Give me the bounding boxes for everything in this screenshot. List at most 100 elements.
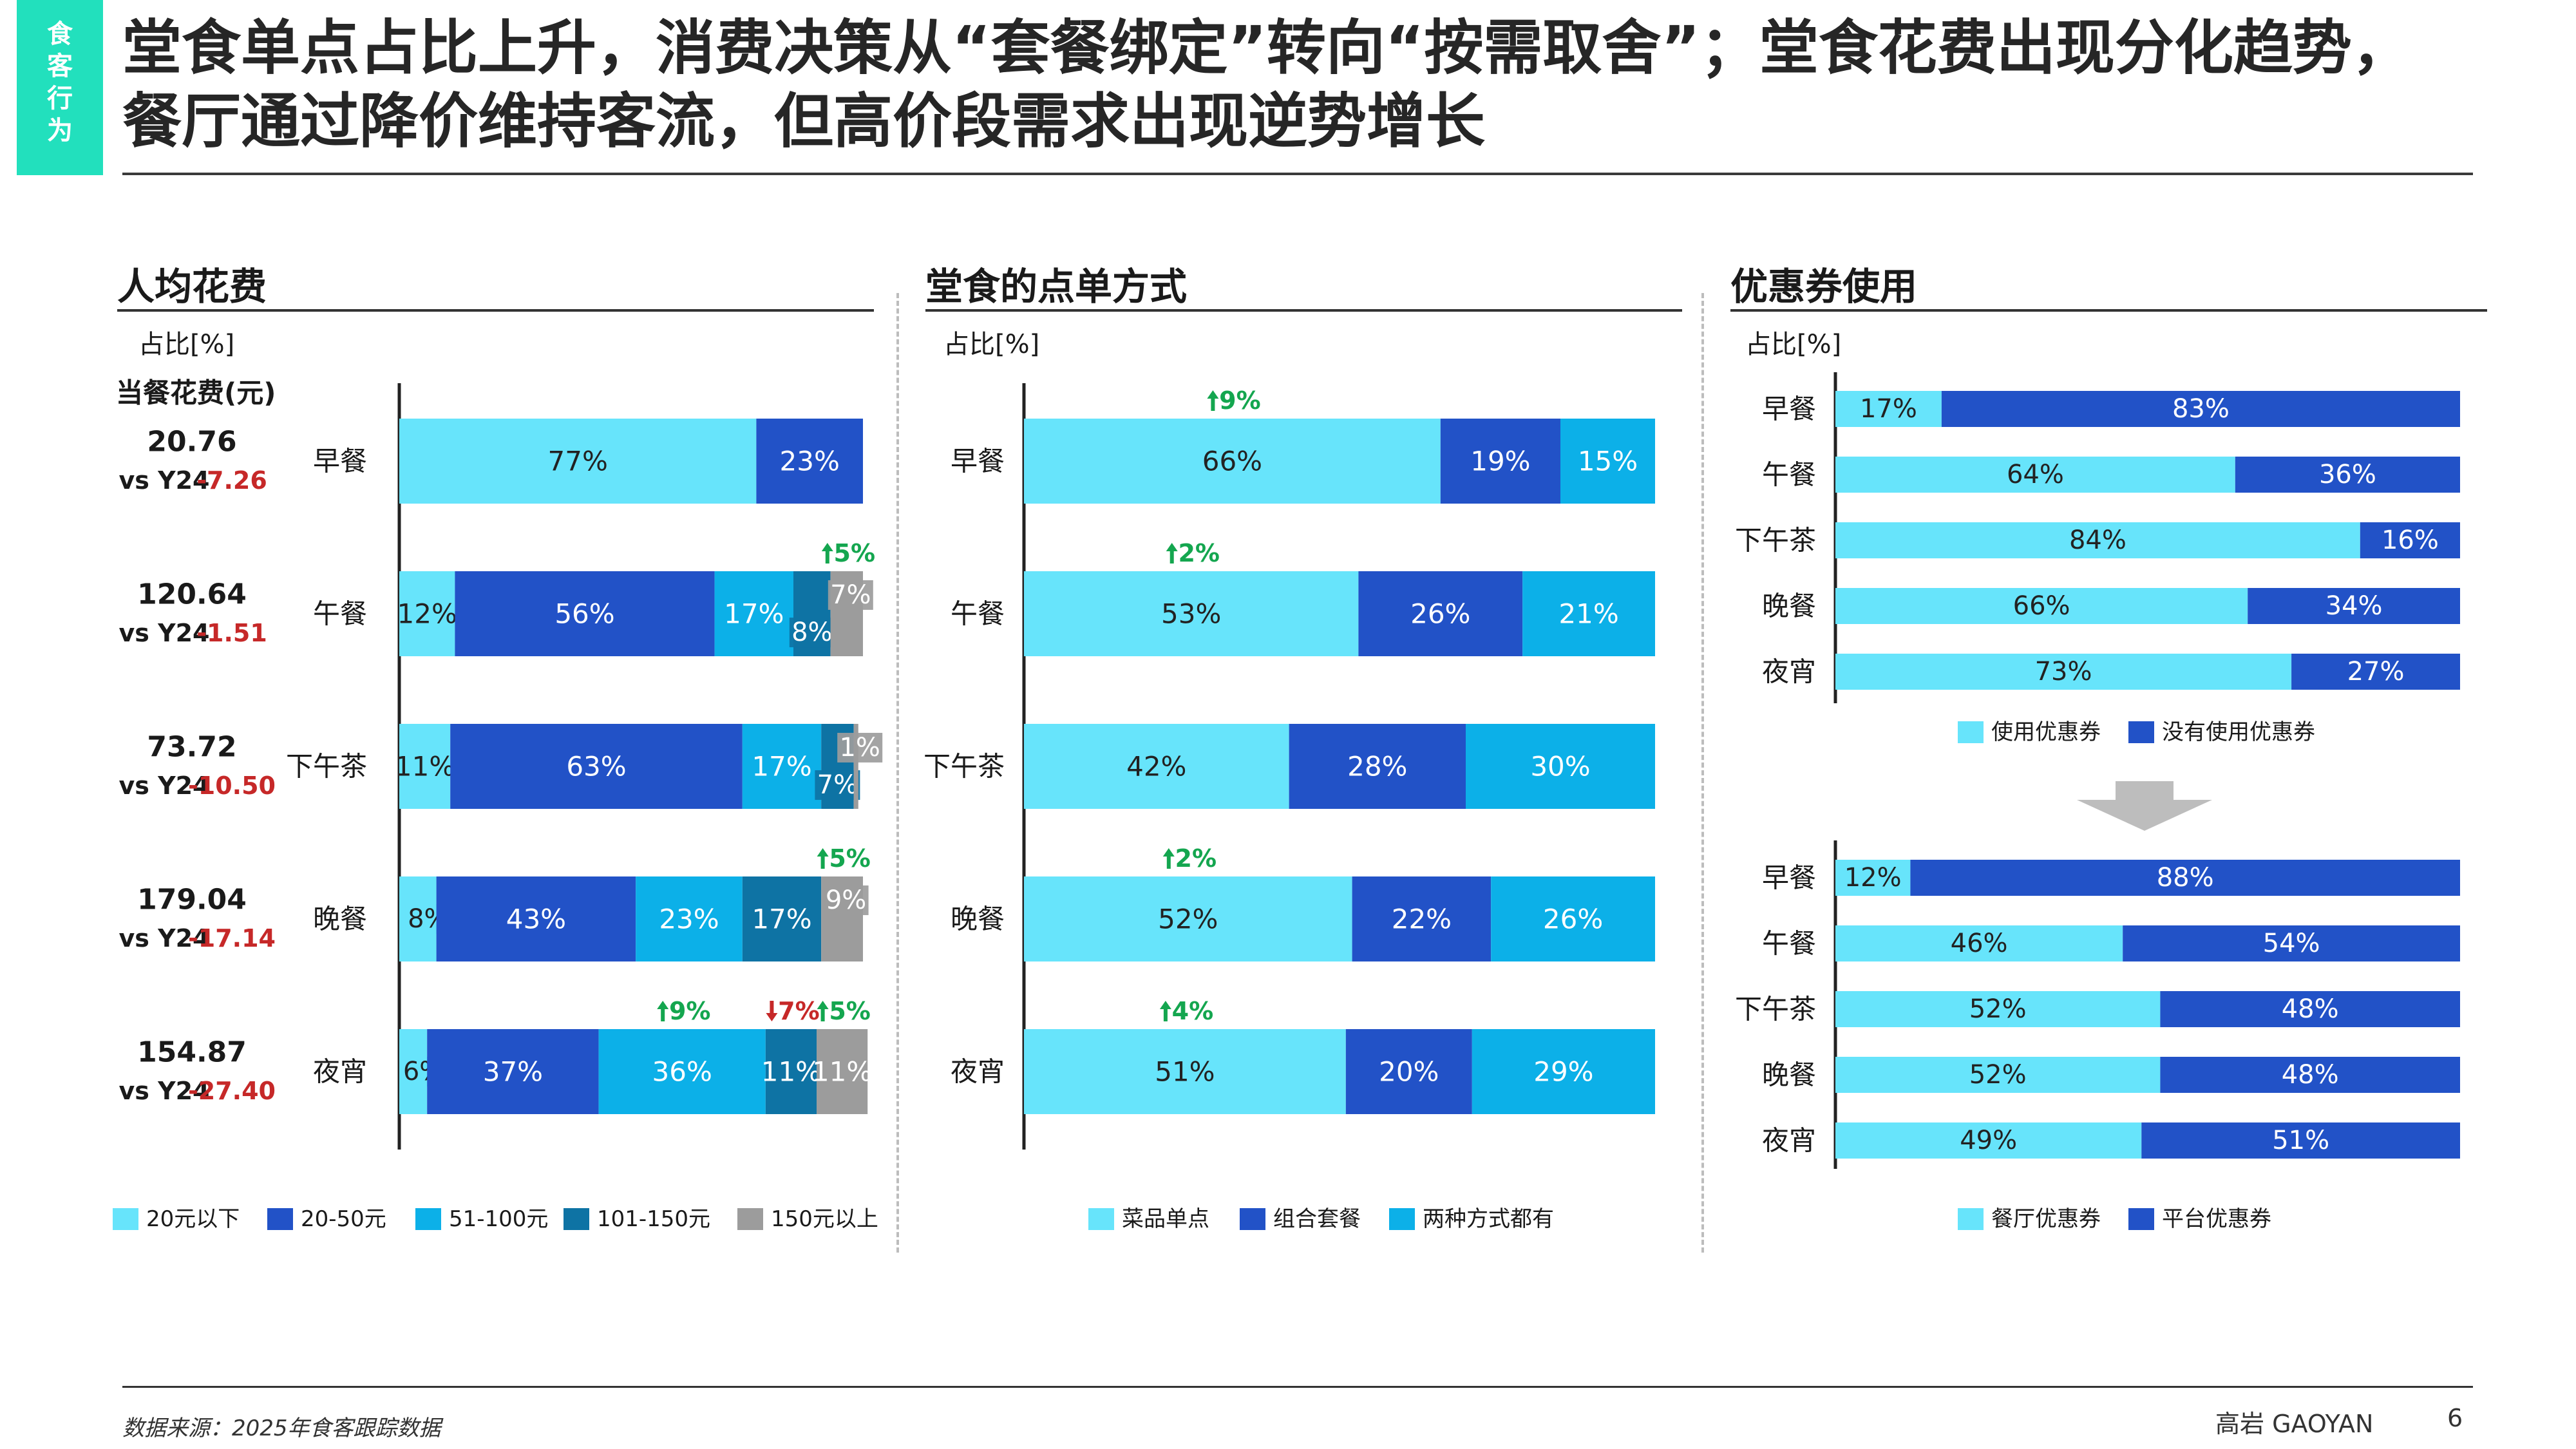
bar-segment <box>399 419 757 504</box>
legend-label: 没有使用优惠券 <box>2162 719 2315 745</box>
data-label: 66% <box>2013 591 2070 621</box>
bar-segment <box>1352 876 1492 961</box>
bar-segment <box>2123 925 2460 961</box>
data-label: 30% <box>1530 751 1590 782</box>
data-label: 16% <box>2382 526 2439 555</box>
bar-segment <box>1466 724 1655 809</box>
data-label: 37% <box>483 1056 543 1088</box>
data-label: 17% <box>1860 394 1917 424</box>
data-label: 52% <box>1158 904 1218 935</box>
spend-value: 20.76 <box>147 426 236 459</box>
legend-label: 150元以上 <box>771 1206 878 1232</box>
bar-segment <box>436 876 636 961</box>
bar-segment <box>2291 654 2460 690</box>
data-label: 11% <box>812 1056 872 1088</box>
legend-swatch <box>267 1208 293 1230</box>
bar-segment <box>1941 391 2460 427</box>
data-label: 20% <box>1379 1056 1439 1088</box>
category-label: 早餐 <box>1762 393 1816 425</box>
up-arrow-icon <box>1162 848 1175 869</box>
spend-compare-label: vs Y24 <box>118 1077 209 1105</box>
bar-segment <box>1024 876 1352 961</box>
data-label: 11% <box>761 1056 821 1088</box>
data-label: 63% <box>566 751 626 782</box>
tag-char: 行 <box>47 84 73 113</box>
category-label: 下午茶 <box>1735 525 1816 556</box>
tag-char: 为 <box>47 116 73 146</box>
legend-swatch <box>737 1208 763 1230</box>
data-label: 9% <box>826 886 866 915</box>
down-transition-arrow-icon <box>2077 800 2212 831</box>
side-header: 当餐花费(元) <box>116 377 276 409</box>
data-label: 36% <box>652 1056 712 1088</box>
bar-segment <box>427 1029 599 1114</box>
bar-segment <box>450 724 743 809</box>
section-title-spend: 人均花费 <box>117 265 267 308</box>
spend-delta: -10.50 <box>188 772 276 800</box>
data-label: 21% <box>1558 598 1618 630</box>
spend-value: 179.04 <box>137 884 247 916</box>
title-divider <box>122 173 2473 175</box>
footer-divider <box>122 1386 2473 1388</box>
legend-label: 20元以下 <box>146 1206 240 1232</box>
data-label: 28% <box>1347 751 1407 782</box>
down-transition-arrow-shaft <box>2116 781 2174 800</box>
data-label: 53% <box>1161 598 1221 630</box>
data-label: 11% <box>395 751 455 782</box>
bar-segment <box>598 1029 766 1114</box>
change-label: 5% <box>834 539 876 567</box>
section-divider-ordering <box>925 309 1682 312</box>
data-label-box <box>837 732 883 762</box>
data-label: 12% <box>1844 863 1902 893</box>
up-arrow-icon <box>821 543 833 564</box>
data-label: 52% <box>1969 1060 2027 1090</box>
bar-segment <box>2141 1122 2460 1159</box>
data-label: 17% <box>752 904 811 935</box>
bar-segment <box>636 876 743 961</box>
data-label: 1% <box>839 733 880 762</box>
data-label: 66% <box>1202 446 1262 477</box>
category-label: 午餐 <box>951 598 1005 630</box>
data-label: 15% <box>1578 446 1638 477</box>
data-label: 19% <box>1470 446 1530 477</box>
data-label: 64% <box>2007 460 2064 489</box>
bar-segment <box>1910 860 2460 896</box>
legend-label: 20-50元 <box>301 1206 386 1232</box>
category-label: 夜宵 <box>1762 656 1816 688</box>
category-label: 晚餐 <box>1762 1059 1816 1091</box>
bar-segment <box>1560 419 1655 504</box>
bar-segment <box>1835 654 2292 690</box>
category-label: 午餐 <box>1762 459 1816 491</box>
spend-compare-label: vs Y24 <box>118 466 209 495</box>
section-divider-spend <box>117 309 874 312</box>
bar-segment <box>2360 522 2460 558</box>
bar-segment <box>2160 1057 2460 1093</box>
legend-swatch <box>564 1208 589 1230</box>
bar-segment <box>1835 457 2235 493</box>
change-label: 9% <box>669 997 711 1025</box>
category-label: 早餐 <box>1762 862 1816 894</box>
change-label: 5% <box>829 997 871 1025</box>
legend-swatch <box>1958 721 1984 743</box>
page-number: 6 <box>2447 1404 2463 1432</box>
data-label: 12% <box>397 598 457 630</box>
change-label: 2% <box>1175 844 1217 873</box>
data-label: 23% <box>659 904 719 935</box>
data-label: 73% <box>2035 657 2092 687</box>
data-label-box <box>823 885 869 915</box>
category-label: 下午茶 <box>923 751 1005 782</box>
bar-segment <box>2160 991 2460 1027</box>
legend-label: 菜品单点 <box>1122 1206 1209 1232</box>
data-label: 52% <box>1969 994 2027 1024</box>
legend-swatch <box>113 1208 138 1230</box>
bar-segment <box>714 571 793 656</box>
data-label: 22% <box>1392 904 1452 935</box>
column-separator <box>896 293 899 1253</box>
bar-segment <box>1835 860 1911 896</box>
data-label: 34% <box>2325 591 2383 621</box>
bar-segment <box>1289 724 1466 809</box>
legend-swatch <box>1389 1208 1415 1230</box>
data-label: 48% <box>2282 1060 2339 1090</box>
data-label: 56% <box>554 598 614 630</box>
bar-segment <box>1024 419 1441 504</box>
